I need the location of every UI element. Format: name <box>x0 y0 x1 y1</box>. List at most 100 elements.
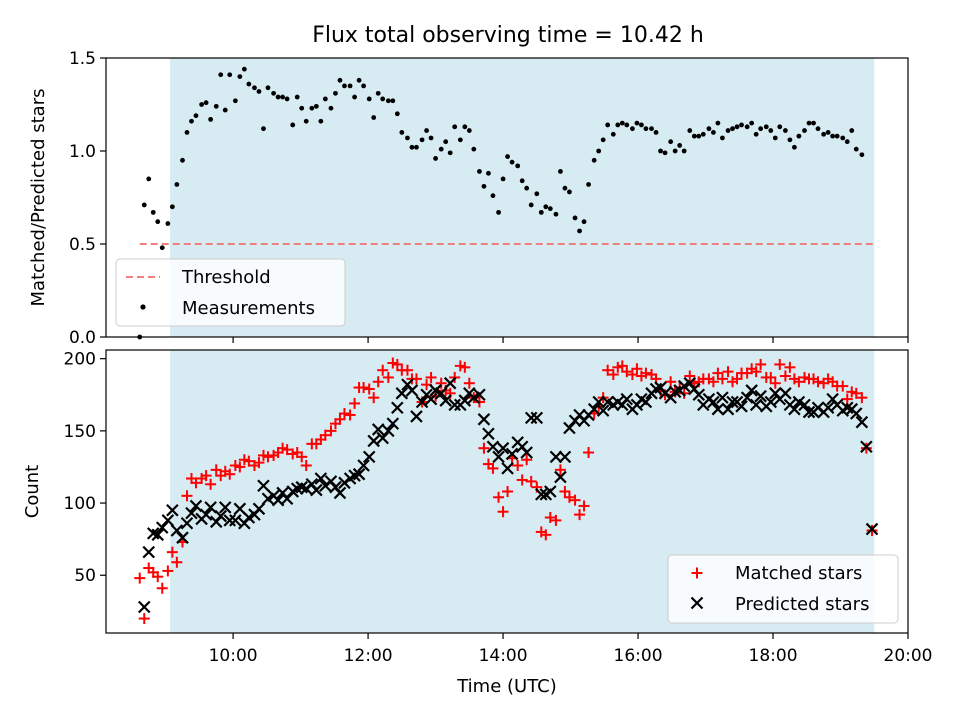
measurement-point <box>150 209 156 215</box>
predicted-star-point <box>352 467 366 481</box>
matched-star-point <box>382 371 394 383</box>
measurement-point <box>275 94 281 100</box>
top-y-axis-label: Matched/Predicted stars <box>28 89 49 307</box>
predicted-star-point <box>721 402 735 416</box>
predicted-star-point <box>544 485 557 498</box>
measurement-point <box>687 128 693 133</box>
measurement-point <box>313 103 319 109</box>
matched-star-point <box>784 361 796 373</box>
matched-star-point <box>210 464 222 476</box>
measurement-point <box>405 135 410 141</box>
measurement-point <box>438 146 444 152</box>
predicted-star-point <box>223 514 237 527</box>
measurement-point <box>366 96 372 102</box>
measurement-point <box>572 215 578 221</box>
measurement-point <box>849 128 855 133</box>
predicted-star-point <box>505 447 519 461</box>
measurement-point <box>821 131 827 137</box>
measurement-point <box>159 245 165 251</box>
measurement-point <box>184 130 190 135</box>
cross-stroke <box>702 392 716 406</box>
matched-star-point <box>779 370 791 382</box>
measurement-point <box>624 122 630 128</box>
bottom-y-tick-label: 50 <box>74 566 96 586</box>
predicted-star-point <box>443 376 457 390</box>
cross-stroke <box>310 483 323 497</box>
predicted-star-point <box>855 415 869 429</box>
predicted-star-point <box>496 441 510 455</box>
measurement-point <box>840 135 846 141</box>
measurement-point <box>447 150 453 156</box>
matched-star-point <box>521 454 533 466</box>
cross-stroke <box>563 421 576 435</box>
cross-stroke <box>635 392 648 406</box>
matched-star-point <box>425 371 437 383</box>
cross-stroke <box>496 441 510 455</box>
predicted-star-point <box>745 384 758 397</box>
measurements-layer <box>137 66 865 340</box>
cross-stroke <box>802 405 816 419</box>
measurement-point <box>658 148 663 154</box>
matched-star-point <box>344 409 356 421</box>
matched-star-point <box>190 477 202 489</box>
bottom-legend: Matched stars Predicted stars <box>667 554 899 624</box>
measurement-point <box>730 126 735 132</box>
matched-star-point <box>478 442 490 454</box>
cross-stroke <box>170 524 184 537</box>
matched-star-point <box>616 360 628 372</box>
matched-star-point <box>134 572 146 584</box>
measurement-point <box>347 83 353 89</box>
matched-star-point <box>525 475 537 487</box>
measurement-point <box>696 133 702 139</box>
matched-star-point <box>171 556 183 568</box>
measurement-point <box>141 202 147 208</box>
predicted-star-point <box>779 387 792 400</box>
cross-stroke <box>692 388 706 402</box>
cross-stroke <box>229 514 242 527</box>
measurement-point <box>662 150 668 156</box>
predicted-star-point <box>726 395 739 409</box>
cross-stroke <box>716 391 729 404</box>
measurement-point <box>830 133 836 139</box>
cross-stroke <box>754 389 767 403</box>
matched-star-point <box>181 490 193 502</box>
measurement-point <box>768 128 774 133</box>
matched-star-point <box>300 460 312 472</box>
cross-stroke <box>830 398 844 412</box>
cross-stroke <box>745 384 758 397</box>
measurement-point <box>509 159 515 165</box>
cross-stroke <box>166 503 179 517</box>
matched-star-point <box>512 460 524 472</box>
matched-star-point <box>205 478 217 490</box>
measurement-point <box>419 137 425 143</box>
matched-star-point <box>435 377 447 389</box>
cross-stroke <box>798 398 811 412</box>
measurement-point <box>375 90 381 96</box>
predicted-star-point <box>458 394 472 407</box>
measurement-point <box>519 178 525 184</box>
cross-stroke <box>596 404 610 417</box>
x-axis-label: Time (UTC) <box>456 676 557 697</box>
measurement-point <box>802 128 807 133</box>
cross-stroke <box>405 384 419 397</box>
measurement-point <box>515 163 521 169</box>
matched-star-point <box>325 425 337 437</box>
matched-star-point <box>554 464 566 476</box>
cross-stroke <box>415 395 429 409</box>
legend-measurements-label: Measurements <box>182 298 315 319</box>
measurement-point <box>462 124 468 130</box>
top-y-tick-label: 0.0 <box>69 328 96 348</box>
predicted-star-point <box>448 398 461 412</box>
predicted-star-point <box>199 508 213 521</box>
measurement-point <box>567 189 572 195</box>
cross-stroke <box>721 402 735 416</box>
bottom-y-tick-label: 200 <box>64 350 96 370</box>
cross-stroke <box>176 531 189 544</box>
matched-star-point <box>684 370 696 382</box>
cross-stroke <box>840 401 854 415</box>
legend-matched-label: Matched stars <box>735 563 862 584</box>
top-x-ticks <box>232 337 909 343</box>
chart-title: Flux total observing time = 10.42 h <box>312 23 704 48</box>
predicted-star-point <box>189 499 203 513</box>
measurement-point <box>753 131 759 137</box>
